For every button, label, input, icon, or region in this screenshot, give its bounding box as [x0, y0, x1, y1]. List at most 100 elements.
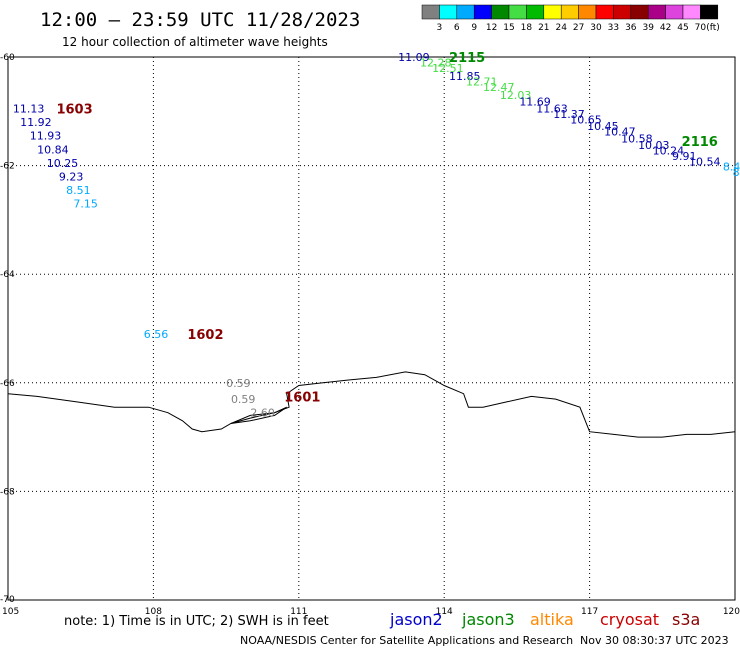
wave-height-label: 9.23: [59, 170, 84, 183]
pass-label: 1601: [284, 390, 320, 405]
latitude-tick-label: -66: [0, 379, 15, 389]
legend-label: 36: [625, 23, 637, 33]
wave-height-label: 11.13: [13, 103, 44, 116]
pass-labels: 1603 1602 1601 2115 2116: [56, 51, 717, 405]
wave-height-label: 0.59: [226, 377, 251, 390]
color-legend: 3 6 9 12 15 18 21 24 27 30 33 36 39 42 45 70 (ft): [421, 4, 720, 33]
footer-credit: NOAA/NESDIS Center for Satellite Applica…: [240, 634, 573, 647]
latitude-tick-label: -60: [0, 53, 15, 63]
legend-swatch: [560, 4, 579, 20]
longitude-tick-label: 114: [436, 607, 453, 617]
wave-height-label: 12.28: [420, 56, 452, 69]
legend-label: 45: [677, 23, 688, 33]
longitude-tick-label: 108: [145, 607, 162, 617]
wave-height-label: 2.60: [250, 407, 274, 420]
legend-label: 21: [538, 23, 549, 33]
wave-height-label: 12.47: [483, 81, 515, 94]
legend-label: 27: [573, 23, 584, 33]
mission-legend: jason2 jason3 altika cryosat s3a: [389, 610, 700, 629]
legend-swatch: [682, 4, 701, 20]
wave-height-label: 6.56: [144, 328, 169, 341]
legend-unit: (ft): [706, 23, 720, 33]
wave-height-label: 9.91: [672, 150, 697, 163]
legend-swatch: [647, 4, 666, 20]
wave-height-label: 11.92: [20, 116, 52, 129]
longitude-tick-label: 117: [581, 607, 598, 617]
legend-swatch: [491, 4, 510, 20]
legend-swatch: [613, 4, 632, 20]
wave-height-label: 10.25: [47, 157, 78, 170]
mission-label: s3a: [672, 610, 700, 629]
coastline-inlet-path: [230, 406, 287, 424]
pass-label: 2115: [449, 51, 485, 66]
mission-label: altika: [530, 610, 574, 629]
legend-label: 70: [695, 23, 707, 33]
legend-swatch: [665, 4, 684, 20]
longitude-tick-label: 105: [2, 607, 19, 617]
legend-label: 30: [590, 23, 602, 33]
mission-label: jason2: [389, 610, 443, 629]
legend-swatch: [595, 4, 614, 20]
wave-height-label: 10.84: [37, 143, 69, 156]
wave-height-label: 12.71: [466, 75, 498, 88]
legend-swatch: [508, 4, 527, 20]
latitude-tick-label: -64: [0, 270, 15, 280]
wave-height-label: 7.15: [73, 198, 98, 211]
wave-height-label: 11.63: [536, 103, 568, 116]
wave-height-label: 10.54: [689, 155, 721, 168]
wave-height-label: 8: [733, 166, 740, 179]
map-frame: [7, 56, 736, 601]
longitude-tick-label: 120: [723, 607, 740, 617]
figure-subtitle: 12 hour collection of altimeter wave hei…: [62, 35, 328, 49]
legend-label: 18: [521, 23, 533, 33]
legend-swatch: [630, 4, 649, 20]
wave-height-label: 10.58: [621, 132, 653, 145]
wave-height-label: 10.24: [653, 144, 685, 157]
coastline-path: [7, 371, 736, 438]
legend-swatch: [439, 4, 458, 20]
wave-height-label: 12.51: [432, 62, 464, 75]
wave-height-label: 11.93: [30, 130, 61, 143]
wave-height-label: 10.47: [604, 125, 636, 138]
longitude-tick-label: 111: [290, 607, 307, 617]
legend-label: 39: [642, 23, 654, 33]
legend-label: 15: [503, 23, 514, 33]
legend-swatch: [456, 4, 475, 20]
map-grid: [8, 57, 735, 600]
legend-label: 6: [454, 23, 460, 33]
legend-swatch: [543, 4, 562, 20]
legend-swatch: [473, 4, 492, 20]
wave-height-label: 11.69: [519, 96, 551, 109]
legend-swatch: [421, 4, 440, 20]
wave-height-label: 8.41: [723, 161, 740, 174]
legend-label: 24: [555, 23, 567, 33]
legend-label: 3: [437, 23, 443, 33]
legend-swatch: [526, 4, 545, 20]
coastline: [7, 371, 736, 438]
legend-swatch: [700, 4, 719, 20]
legend-label: 33: [608, 23, 619, 33]
legend-label: 42: [660, 23, 671, 33]
legend-label: 12: [486, 23, 497, 33]
latitude-tick-label: -62: [0, 162, 15, 172]
wave-height-label: 10.03: [638, 139, 670, 152]
wave-height-label: 11.09: [398, 51, 430, 64]
legend-label: 9: [471, 23, 477, 33]
note-text: note: 1) Time is in UTC; 2) SWH is in fe…: [64, 614, 329, 629]
wave-height-label: 12.03: [500, 89, 531, 102]
legend-swatch: [578, 4, 597, 20]
pass-label: 2116: [682, 135, 718, 150]
wave-height-label: 10.65: [570, 113, 602, 126]
figure-title: 12:00 – 23:59 UTC 11/28/2023: [40, 9, 360, 31]
wave-height-label: 11.37: [553, 108, 585, 121]
wave-height-label: 8.51: [66, 184, 91, 197]
wave-height-label: 0.59: [231, 393, 256, 406]
wave-height-label: 11.85: [449, 70, 481, 83]
mission-label: cryosat: [600, 610, 659, 629]
pass-label: 1603: [56, 103, 92, 118]
latitude-tick-label: -68: [0, 487, 15, 497]
latitude-tick-label: -70: [0, 595, 15, 605]
